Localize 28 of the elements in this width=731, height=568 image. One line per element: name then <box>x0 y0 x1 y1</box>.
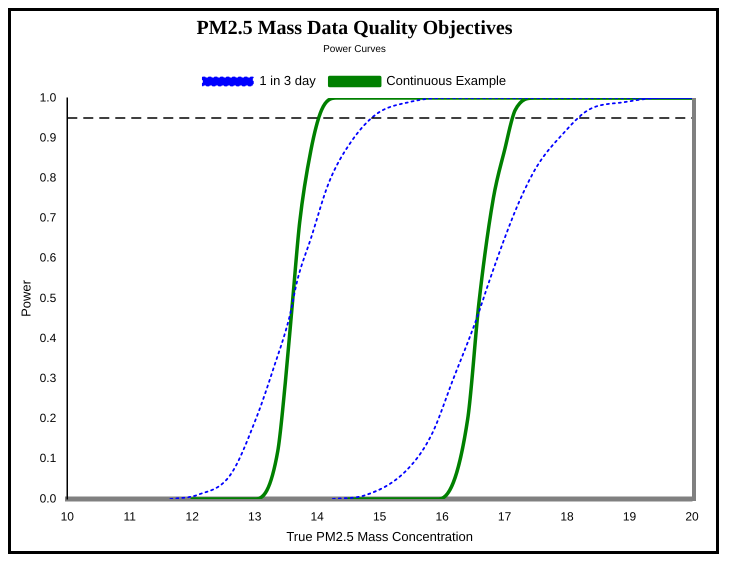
x-tick-label: 20 <box>685 510 699 524</box>
legend-label: 1 in 3 day <box>259 73 316 88</box>
x-tick-label: 13 <box>248 510 262 524</box>
y-tick-label: 0.0 <box>40 491 57 506</box>
x-tick-label: 16 <box>435 510 450 524</box>
y-tick-label: 0.8 <box>40 170 57 185</box>
x-tick-label: 14 <box>310 510 324 524</box>
x-axis-title: True PM2.5 Mass Concentration <box>286 528 473 544</box>
x-tick-label: 15 <box>372 510 387 524</box>
y-tick-label: 0.2 <box>40 411 57 426</box>
y-axis-title: Power <box>18 279 34 317</box>
x-tick-label: 18 <box>560 510 574 524</box>
x-tick-label: 17 <box>498 510 512 524</box>
legend-label: Continuous Example <box>386 73 506 88</box>
chart-title: PM2.5 Mass Data Quality Objectives <box>196 17 513 40</box>
y-tick-label: 0.6 <box>40 250 57 265</box>
x-tick-label: 19 <box>622 510 637 524</box>
y-tick-label: 0.9 <box>40 130 57 144</box>
x-tick-label: 12 <box>186 510 200 524</box>
chart-subtitle: Power Curves <box>323 44 386 55</box>
y-tick-label: 0.3 <box>40 371 57 386</box>
x-tick-label: 10 <box>60 510 74 524</box>
y-tick-label: 0.1 <box>40 451 57 466</box>
x-tick-label: 11 <box>124 510 136 524</box>
y-tick-label: 1.0 <box>40 90 57 104</box>
y-tick-label: 0.4 <box>40 330 57 345</box>
y-tick-label: 0.7 <box>40 210 57 225</box>
y-tick-label: 0.5 <box>40 290 57 305</box>
